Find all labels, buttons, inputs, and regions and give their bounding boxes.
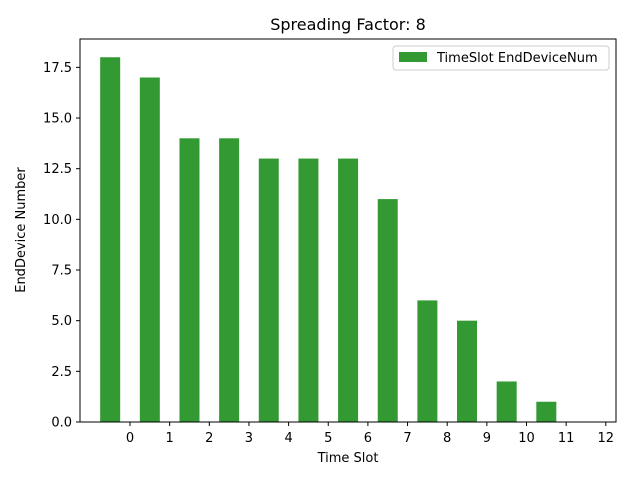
plot-area-frame: [79, 38, 617, 423]
legend: TimeSlot EndDeviceNum: [392, 45, 610, 71]
x-tick-label: 2: [205, 431, 213, 446]
x-tick-label: 7: [403, 431, 411, 446]
ticks-layer: 0 1 2 3 4 5 6 7 8 9 10 11 120.02.55.07.510.012.515.0…: [43, 61, 614, 446]
x-tick-label: 8: [443, 431, 451, 446]
x-tick-label: 3: [245, 431, 253, 446]
x-tick-label: 4: [284, 431, 292, 446]
bar-slot-8: [417, 300, 438, 422]
bar-slot-1: [139, 77, 160, 422]
bars-layer: [100, 57, 557, 423]
bar-slot-4: [258, 158, 279, 422]
legend-label: TimeSlot EndDeviceNum: [436, 51, 598, 66]
bar-slot-6: [338, 158, 359, 422]
bar-slot-0: [100, 57, 121, 423]
bar-slot-11: [536, 401, 557, 422]
chart-title: Spreading Factor: 8: [270, 15, 426, 34]
y-tick-label: 5.0: [51, 314, 72, 329]
x-tick-label: 9: [483, 431, 491, 446]
y-tick-label: 12.5: [43, 162, 72, 177]
x-tick-label: 5: [324, 431, 332, 446]
bar-slot-9: [457, 320, 478, 422]
legend-swatch: [399, 52, 427, 62]
x-tick-label: 12: [598, 431, 615, 446]
x-tick-label: 6: [364, 431, 372, 446]
x-tick-label: 0: [126, 431, 134, 446]
x-tick-label: 1: [166, 431, 174, 446]
y-tick-label: 0.0: [51, 416, 72, 431]
legend-box: [392, 45, 610, 71]
bar-slot-7: [377, 199, 398, 422]
y-tick-label: 2.5: [51, 365, 72, 380]
bar-slot-10: [496, 381, 517, 422]
bar-slot-3: [219, 138, 240, 423]
bar-slot-2: [179, 138, 200, 423]
y-tick-label: 10.0: [43, 213, 72, 228]
y-tick-label: 17.5: [43, 61, 72, 76]
y-tick-label: 15.0: [43, 112, 72, 127]
y-axis-label: EndDevice Number: [14, 167, 29, 293]
x-tick-label: 11: [558, 431, 575, 446]
x-axis-label: Time Slot: [317, 451, 379, 466]
bar-slot-5: [298, 158, 319, 422]
y-tick-label: 7.5: [51, 264, 72, 279]
x-tick-label: 10: [518, 431, 535, 446]
